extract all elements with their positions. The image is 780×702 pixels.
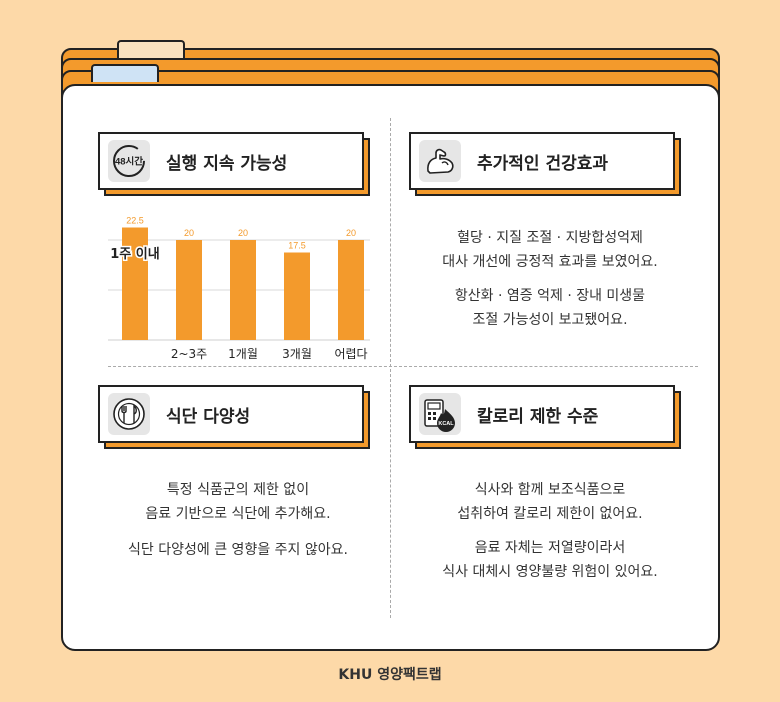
calorie-line-4: 식사 대체시 영양불량 위험이 있어요. — [442, 564, 658, 580]
tick-label: 3개월 — [282, 347, 312, 361]
diversity-text-block-1: 특정 식품군의 제한 없이 음료 기반으로 식단에 추가해요. — [88, 478, 388, 526]
section-title-diversity: 식단 다양성 — [166, 406, 251, 427]
svg-text:48시간: 48시간 — [115, 156, 143, 168]
diversity-line-2: 음료 기반으로 식단에 추가해요. — [145, 506, 331, 522]
bar — [338, 240, 364, 340]
health-text-block-1: 혈당 · 지질 조절 · 지방합성억제 대사 개선에 긍정적 효과를 보였어요. — [400, 226, 700, 274]
bar — [176, 240, 202, 340]
fork-knife-plate-icon — [108, 393, 150, 435]
data-label: 17.5 — [288, 241, 306, 251]
health-line-2: 대사 개선에 긍정적 효과를 보였어요. — [442, 254, 658, 270]
section-header-calorie: KCAL 칼로리 제한 수준 — [409, 385, 681, 449]
section-header-health: 추가적인 건강효과 — [409, 132, 681, 196]
health-line-3: 항산화 · 염증 억제 · 장내 미생물 — [454, 288, 646, 304]
horizontal-divider — [108, 366, 698, 367]
bar-chart: 22.5 1주 이내 20 2~3주 20 1개월 17.5 3개월 20 어렵다 — [108, 200, 378, 365]
folder-tab-back — [117, 40, 185, 58]
bar — [284, 252, 310, 340]
footer-credit: KHU 영양팩트랩 — [338, 667, 442, 683]
bar — [230, 240, 256, 340]
diversity-line-3: 식단 다양성에 큰 영향을 주지 않아요. — [128, 542, 348, 558]
calorie-line-1: 식사와 함께 보조식품으로 — [474, 482, 626, 498]
kcal-scale-icon: KCAL — [419, 393, 461, 435]
section-header-sustainability: 48시간 실행 지속 가능성 — [98, 132, 370, 196]
section-title-health: 추가적인 건강효과 — [477, 153, 609, 174]
section-header-diversity: 식단 다양성 — [98, 385, 370, 449]
diversity-line-1: 특정 식품군의 제한 없이 — [166, 482, 310, 498]
tick-label: 어렵다 — [334, 347, 367, 361]
calorie-line-3: 음료 자체는 저열량이라서 — [474, 540, 626, 556]
health-line-1: 혈당 · 지질 조절 · 지방합성억제 — [457, 230, 643, 246]
data-label: 20 — [346, 228, 356, 238]
section-title-calorie: 칼로리 제한 수준 — [477, 406, 599, 427]
tick-label: 1개월 — [228, 347, 258, 361]
data-label: 20 — [184, 228, 194, 238]
diversity-text-block-2: 식단 다양성에 큰 영향을 주지 않아요. — [88, 538, 388, 562]
calorie-text-block-1: 식사와 함께 보조식품으로 섭취하여 칼로리 제한이 없어요. — [400, 478, 700, 526]
data-label: 22.5 — [126, 216, 144, 226]
health-text-block-2: 항산화 · 염증 억제 · 장내 미생물 조절 가능성이 보고됐어요. — [400, 284, 700, 332]
48-hours-clock-icon: 48시간 — [108, 140, 150, 182]
folder-tab-front — [91, 64, 159, 82]
flexed-arm-icon — [419, 140, 461, 182]
section-title-sustainability: 실행 지속 가능성 — [166, 153, 288, 174]
bar — [122, 227, 148, 340]
tick-label: 2~3주 — [171, 347, 207, 361]
calorie-text-block-2: 음료 자체는 저열량이라서 식사 대체시 영양불량 위험이 있어요. — [400, 536, 700, 584]
calorie-line-2: 섭취하여 칼로리 제한이 없어요. — [457, 506, 643, 522]
svg-text:KCAL: KCAL — [438, 421, 454, 427]
health-line-4: 조절 가능성이 보고됐어요. — [472, 312, 628, 328]
data-label: 20 — [238, 228, 248, 238]
vertical-divider — [390, 118, 391, 618]
tick-label: 1주 이내 — [110, 246, 159, 262]
